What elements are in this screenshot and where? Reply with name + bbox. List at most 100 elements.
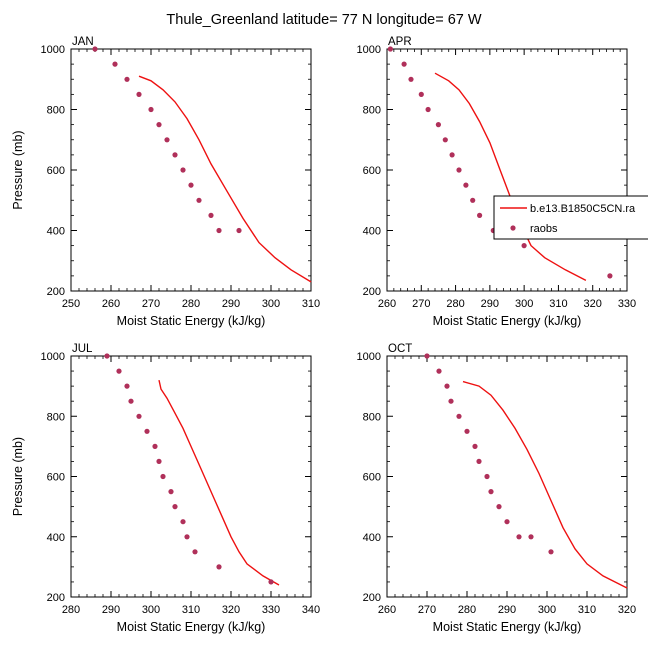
raobs-point xyxy=(144,428,150,434)
x-tick-label: 310 xyxy=(302,298,320,310)
panel-label: JUL xyxy=(72,343,93,355)
y-tick-label: 400 xyxy=(47,226,65,238)
plot-frame xyxy=(70,355,312,598)
y-tick-label: 800 xyxy=(363,105,381,117)
panel-apr: 260 270 280 290 300 310 320 330 1000 800 600 400 200… xyxy=(357,36,637,328)
x-tick-label: 280 xyxy=(182,298,200,310)
y-tick-label: 400 xyxy=(363,532,381,544)
x-tick-label: 300 xyxy=(538,604,556,616)
panel-label: APR xyxy=(388,36,412,48)
x-tick-label: 320 xyxy=(618,604,636,616)
y-tick-label: 200 xyxy=(363,592,381,604)
raobs-point xyxy=(484,473,490,480)
raobs-point xyxy=(236,227,242,234)
raobs-point xyxy=(470,197,476,203)
raobs-point xyxy=(180,519,186,525)
x-tick-label: 330 xyxy=(262,604,280,616)
plot-frame xyxy=(386,355,628,598)
raobs-point xyxy=(124,383,130,389)
y-tick-label: 600 xyxy=(363,472,381,484)
raobs-point xyxy=(477,212,483,218)
x-tick-label: 320 xyxy=(222,604,240,616)
raobs-point xyxy=(152,443,158,449)
legend-box xyxy=(493,195,648,240)
y-tick-label: 1000 xyxy=(357,351,381,363)
raobs-point xyxy=(124,76,130,82)
raobs-point xyxy=(208,212,214,218)
panel-jul: 280 290 300 310 320 330 340 1000 800 600 400 200 JUL… xyxy=(11,343,320,634)
x-tick-label: 260 xyxy=(102,298,120,310)
x-tick-label: 270 xyxy=(412,298,430,310)
y-tick-label: 800 xyxy=(363,411,381,423)
legend-model-label: b.e13.B1850C5CN.ra xyxy=(530,203,636,215)
x-tick-label: 260 xyxy=(378,604,396,616)
x-tick-label: 270 xyxy=(142,298,160,310)
panels-group: 250 260 270 280 290 300 310 1000 800 600 400 200 JAN… xyxy=(11,36,636,634)
x-tick-label: 330 xyxy=(618,298,636,310)
x-tick-label: 300 xyxy=(262,298,280,310)
y-tick-label: 1000 xyxy=(357,44,381,56)
y-tick-label: 400 xyxy=(363,226,381,238)
y-tick-label: 200 xyxy=(363,286,381,298)
legend: b.e13.B1850C5CN.ra raobs xyxy=(493,195,648,240)
figure-title: Thule_Greenland latitude= 77 N longitude… xyxy=(166,12,481,28)
raobs-point xyxy=(92,46,98,52)
raobs-point xyxy=(516,534,522,540)
raobs-point xyxy=(436,368,442,374)
raobs-point xyxy=(196,197,202,203)
x-tick-label: 300 xyxy=(515,298,533,310)
raobs-point xyxy=(476,458,482,464)
raobs-point xyxy=(449,152,455,158)
x-tick-label: 290 xyxy=(222,298,240,310)
raobs-point xyxy=(136,91,142,97)
x-axis-label: Moist Static Energy (kJ/kg) xyxy=(433,314,582,328)
panel-oct: 260 270 280 290 300 310 320 1000 800 600 400 200 OCT… xyxy=(357,343,637,634)
raobs-point xyxy=(442,137,448,143)
x-tick-label: 290 xyxy=(498,604,516,616)
raobs-point xyxy=(172,504,178,510)
raobs-point xyxy=(521,243,527,249)
model-line xyxy=(462,380,628,589)
y-tick-label: 800 xyxy=(47,411,65,423)
raobs-point xyxy=(528,534,534,540)
x-tick-label: 290 xyxy=(102,604,120,616)
y-tick-label: 600 xyxy=(363,165,381,177)
x-axis-label: Moist Static Energy (kJ/kg) xyxy=(117,620,266,634)
y-tick-label: 200 xyxy=(47,592,65,604)
legend-marker-swatch xyxy=(510,225,516,231)
x-tick-label: 310 xyxy=(549,298,567,310)
model-line xyxy=(138,75,312,283)
x-tick-label: 270 xyxy=(418,604,436,616)
panel-label: JAN xyxy=(72,36,94,48)
model-line xyxy=(434,72,587,282)
x-tick-label: 310 xyxy=(578,604,596,616)
y-tick-label: 200 xyxy=(47,286,65,298)
raobs-point xyxy=(136,413,142,419)
raobs-point xyxy=(148,106,154,113)
raobs-point xyxy=(456,167,462,173)
y-tick-label: 800 xyxy=(47,105,65,117)
raobs-point xyxy=(172,152,178,158)
y-axis-label: Pressure (mb) xyxy=(11,437,25,516)
raobs-point xyxy=(156,458,162,464)
raobs-point xyxy=(418,91,424,97)
raobs-point xyxy=(164,137,170,143)
legend-obs-label: raobs xyxy=(530,223,558,235)
raobs-point xyxy=(456,413,462,419)
x-tick-label: 280 xyxy=(458,604,476,616)
raobs-point xyxy=(425,106,431,113)
raobs-point xyxy=(180,167,186,173)
raobs-point xyxy=(112,61,118,67)
raobs-point xyxy=(488,489,494,495)
raobs-point xyxy=(104,353,110,359)
raobs-point xyxy=(463,182,469,188)
raobs-point xyxy=(504,519,510,525)
y-tick-label: 600 xyxy=(47,472,65,484)
raobs-point xyxy=(216,227,222,234)
raobs-point xyxy=(160,473,166,480)
raobs-point xyxy=(268,579,274,585)
raobs-point xyxy=(188,182,194,188)
raobs-point xyxy=(401,61,407,67)
raobs-point xyxy=(192,549,198,555)
